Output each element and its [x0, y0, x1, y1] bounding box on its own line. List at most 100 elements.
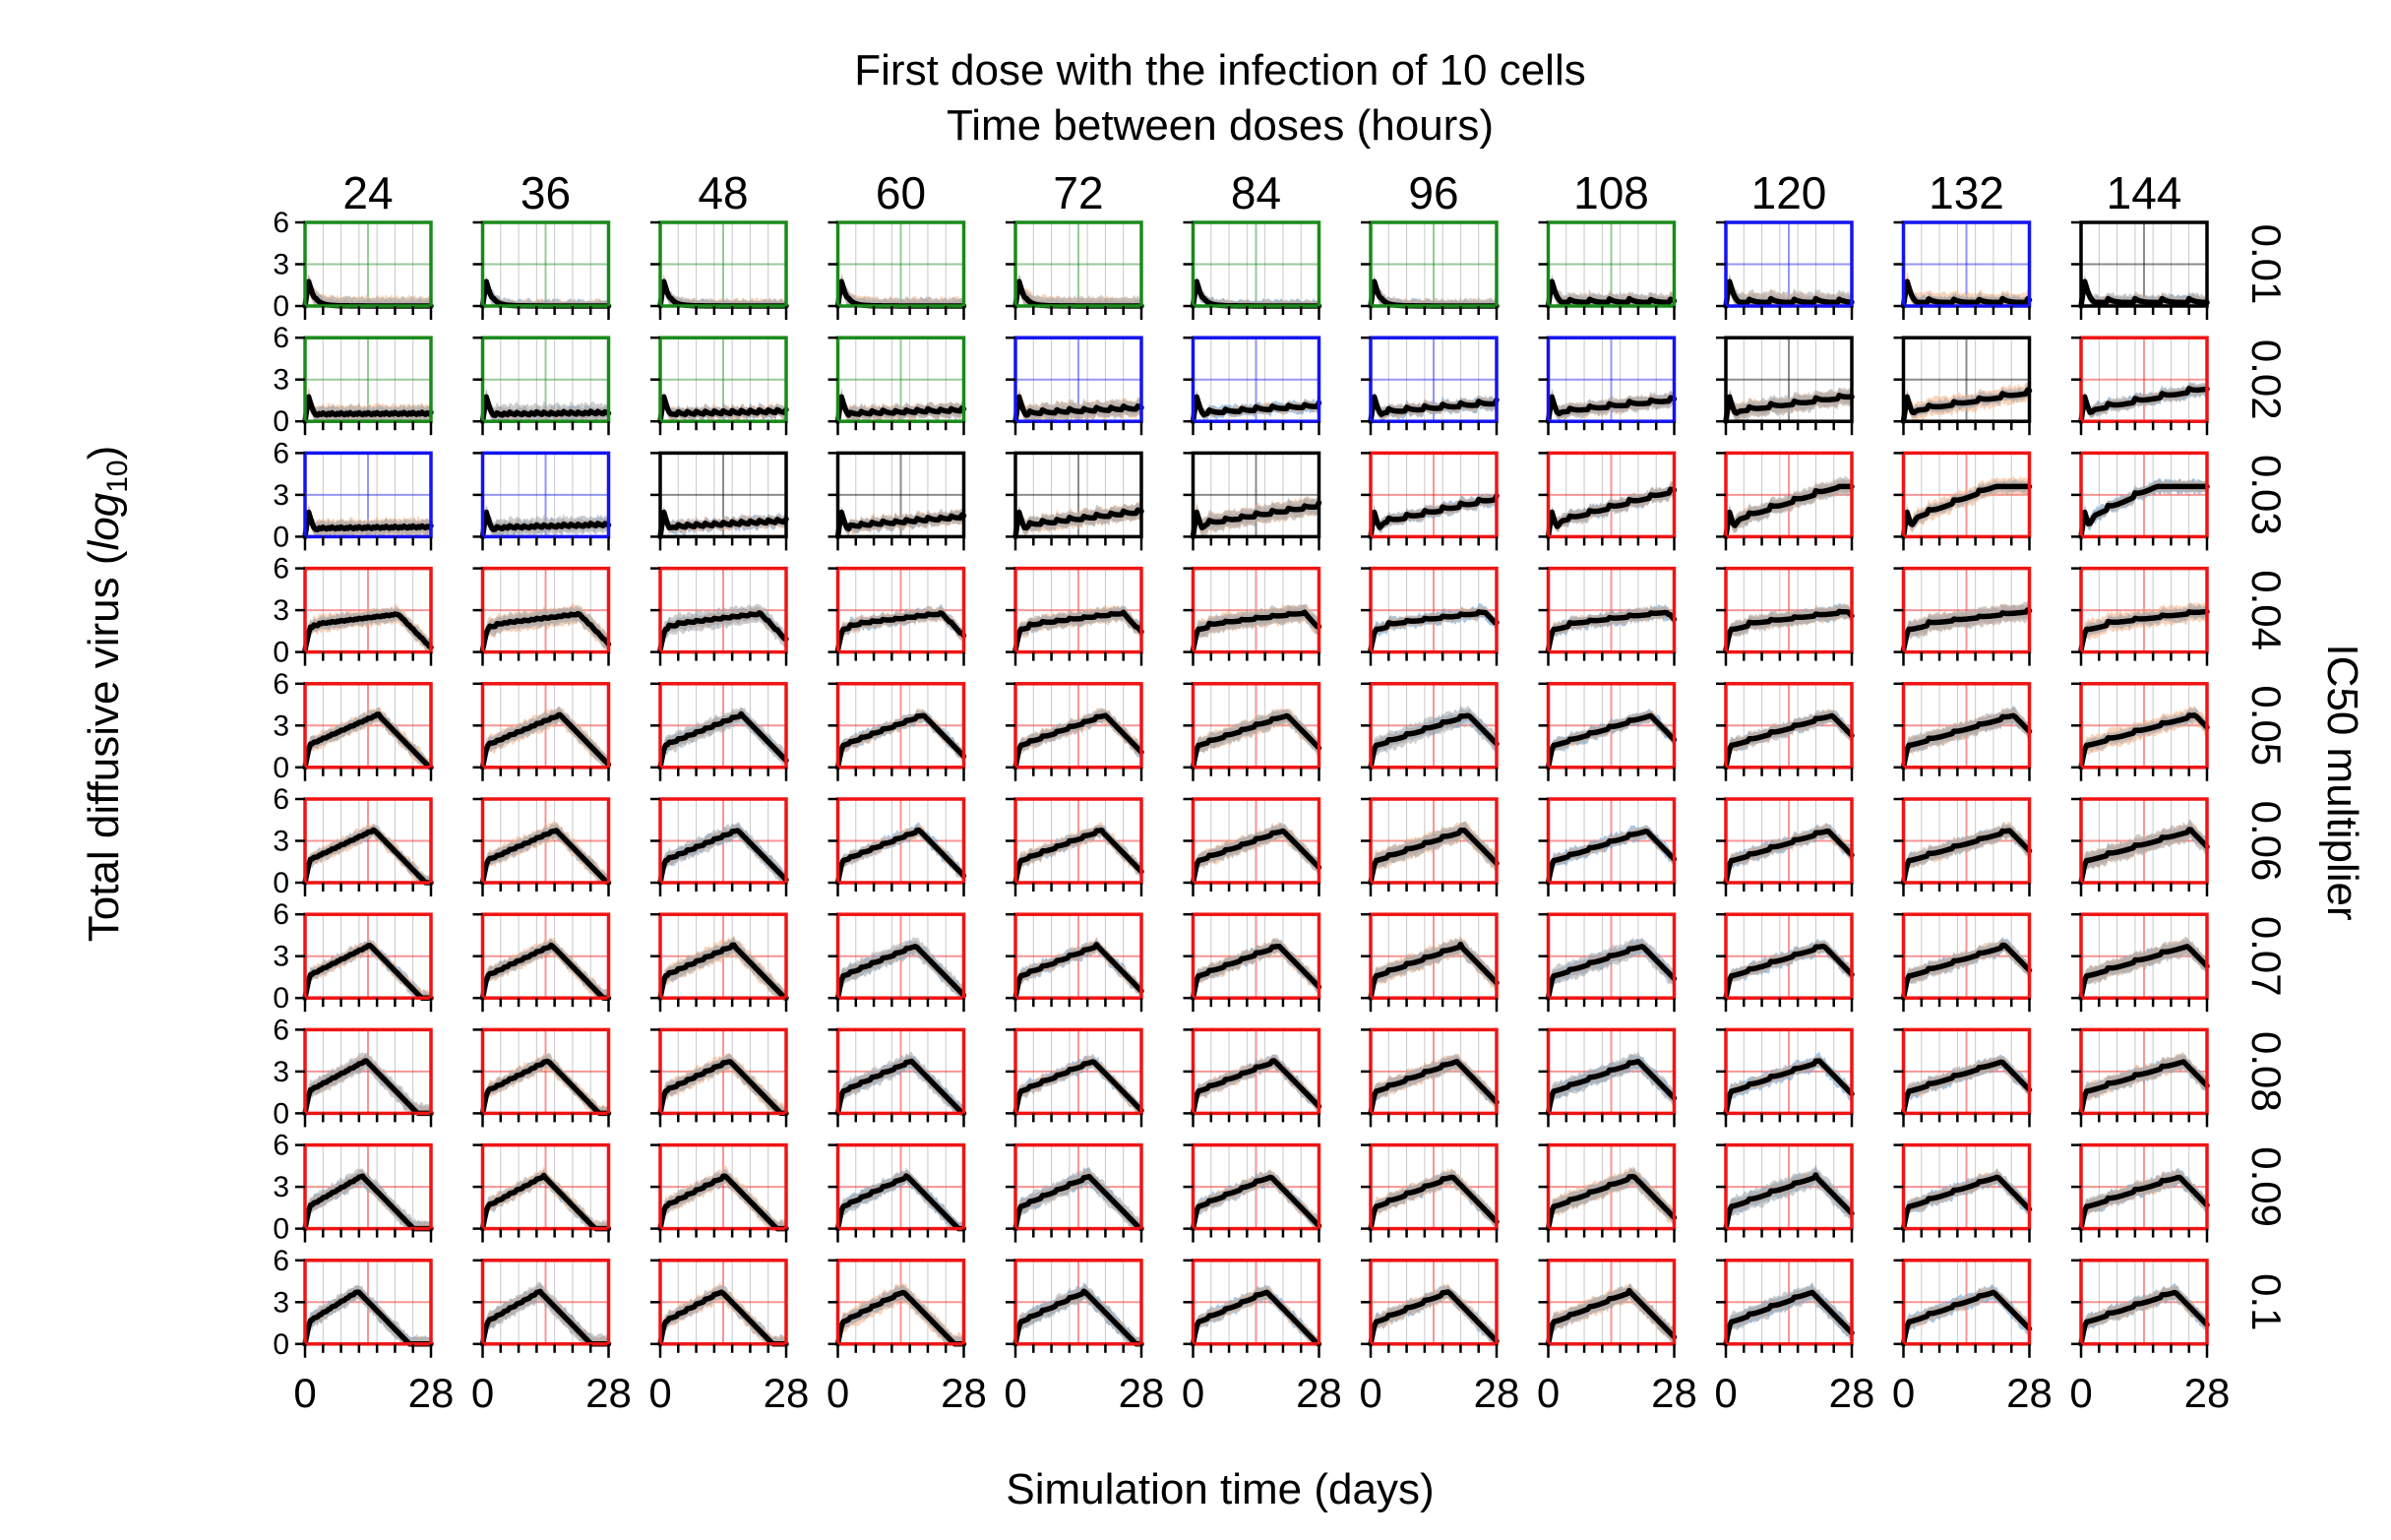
mean-trajectory — [1900, 483, 2033, 540]
mean-trajectory — [1900, 607, 2033, 653]
y-axis-label-subscript: 10 — [101, 460, 134, 492]
panel — [295, 1142, 434, 1243]
mean-trajectory — [302, 611, 434, 653]
mean-trajectory — [2078, 386, 2210, 424]
confidence-band-blue — [837, 822, 964, 883]
mean-trajectory — [479, 509, 612, 540]
x-tick-label: 28 — [585, 1370, 632, 1416]
mean-trajectory — [1190, 712, 1322, 770]
mean-trajectory — [1190, 828, 1322, 886]
y-tick-label: 0 — [273, 867, 289, 899]
panel — [1716, 912, 1855, 1013]
mean-trajectory — [834, 827, 967, 886]
mean-trajectory — [302, 1058, 434, 1117]
panel — [1183, 566, 1322, 666]
mean-trajectory — [834, 394, 967, 424]
y-tick-label: 3 — [273, 594, 289, 627]
y-tick-label: 0 — [273, 637, 289, 669]
confidence-band-gray — [1193, 708, 1319, 768]
panel — [2071, 1027, 2210, 1128]
y-tick-label: 3 — [273, 941, 289, 973]
panel — [1716, 797, 1855, 896]
panel — [1183, 1142, 1322, 1243]
panel — [650, 451, 789, 551]
column-label: 96 — [1408, 167, 1458, 218]
mean-trajectory — [834, 1289, 967, 1347]
mean-trajectory — [479, 942, 612, 1001]
mean-trajectory — [1190, 500, 1322, 540]
x-tick-label: 0 — [827, 1370, 849, 1416]
panel — [1716, 451, 1855, 551]
column-label: 48 — [698, 167, 748, 218]
x-tick-label: 28 — [2184, 1370, 2231, 1416]
y-tick-label: 6 — [273, 898, 289, 931]
x-tick-label: 0 — [1359, 1370, 1381, 1416]
panel — [1006, 1259, 1144, 1358]
y-axis-label-suffix: ) — [80, 446, 128, 461]
mean-trajectory — [1900, 828, 2033, 886]
panel — [472, 451, 612, 551]
panel — [1361, 682, 1500, 781]
y-tick-label: 3 — [273, 709, 289, 742]
panel — [1716, 682, 1855, 781]
panel — [1006, 220, 1144, 320]
panel — [1006, 451, 1144, 551]
mean-trajectory — [1190, 943, 1322, 1001]
panel — [1361, 1027, 1500, 1128]
panel — [1183, 1027, 1322, 1128]
y-tick-label: 0 — [273, 405, 289, 438]
panel — [828, 1027, 967, 1128]
mean-trajectory — [657, 1173, 789, 1232]
y-tick-label: 6 — [273, 783, 289, 816]
mean-trajectory — [1723, 712, 1855, 770]
mean-trajectory — [1900, 942, 2033, 1001]
mean-trajectory — [657, 1289, 789, 1347]
confidence-band-gray — [2081, 1168, 2207, 1229]
y-tick-label: 6 — [273, 322, 289, 354]
mean-trajectory — [2078, 944, 2210, 1001]
confidence-band-orange — [1903, 475, 2030, 537]
mean-trajectory — [1900, 1059, 2033, 1117]
mean-trajectory — [2078, 608, 2210, 653]
mean-trajectory — [2078, 1174, 2210, 1232]
mean-trajectory — [1723, 393, 1855, 424]
panel — [1006, 566, 1144, 666]
panel — [650, 1027, 789, 1128]
column-label: 60 — [876, 167, 926, 218]
panel — [472, 1027, 612, 1128]
mean-trajectory — [302, 1173, 434, 1232]
panel — [1716, 1142, 1855, 1243]
panel — [1183, 1259, 1322, 1358]
confidence-band-gray — [1726, 824, 1852, 883]
panel — [1361, 451, 1500, 551]
y-tick-label: 3 — [273, 1056, 289, 1088]
mean-trajectory — [1368, 394, 1500, 424]
mean-trajectory — [657, 942, 789, 1001]
row-label: 0.04 — [2243, 570, 2290, 650]
panel-grid: 24 36 48 60 72 84 96 108 120 132 1440.010.020.030.… — [273, 167, 2290, 1416]
panel — [2071, 797, 2210, 896]
panel — [1361, 797, 1500, 896]
panel — [828, 220, 967, 320]
confidence-band-gray — [660, 1286, 786, 1344]
panel — [1361, 1142, 1500, 1243]
panel — [1006, 797, 1144, 896]
confidence-band-gray — [1371, 821, 1497, 883]
mean-trajectory — [302, 711, 434, 770]
y-tick-label: 6 — [273, 207, 289, 239]
mean-trajectory — [1545, 712, 1678, 770]
mean-trajectory — [1723, 1289, 1855, 1347]
right-axis-label: IC50 multiplier — [2318, 644, 2366, 920]
mean-trajectory — [302, 509, 434, 540]
mean-trajectory — [479, 828, 612, 886]
mean-trajectory — [1545, 1058, 1678, 1117]
mean-trajectory — [1545, 486, 1678, 540]
mean-trajectory — [1545, 609, 1678, 653]
confidence-band-gray — [837, 606, 964, 652]
panel — [650, 1259, 789, 1358]
panel — [650, 912, 789, 1013]
panel — [295, 912, 434, 1013]
mean-trajectory — [1900, 712, 2033, 770]
panel — [1538, 1259, 1678, 1358]
mean-trajectory — [1900, 1174, 2033, 1232]
